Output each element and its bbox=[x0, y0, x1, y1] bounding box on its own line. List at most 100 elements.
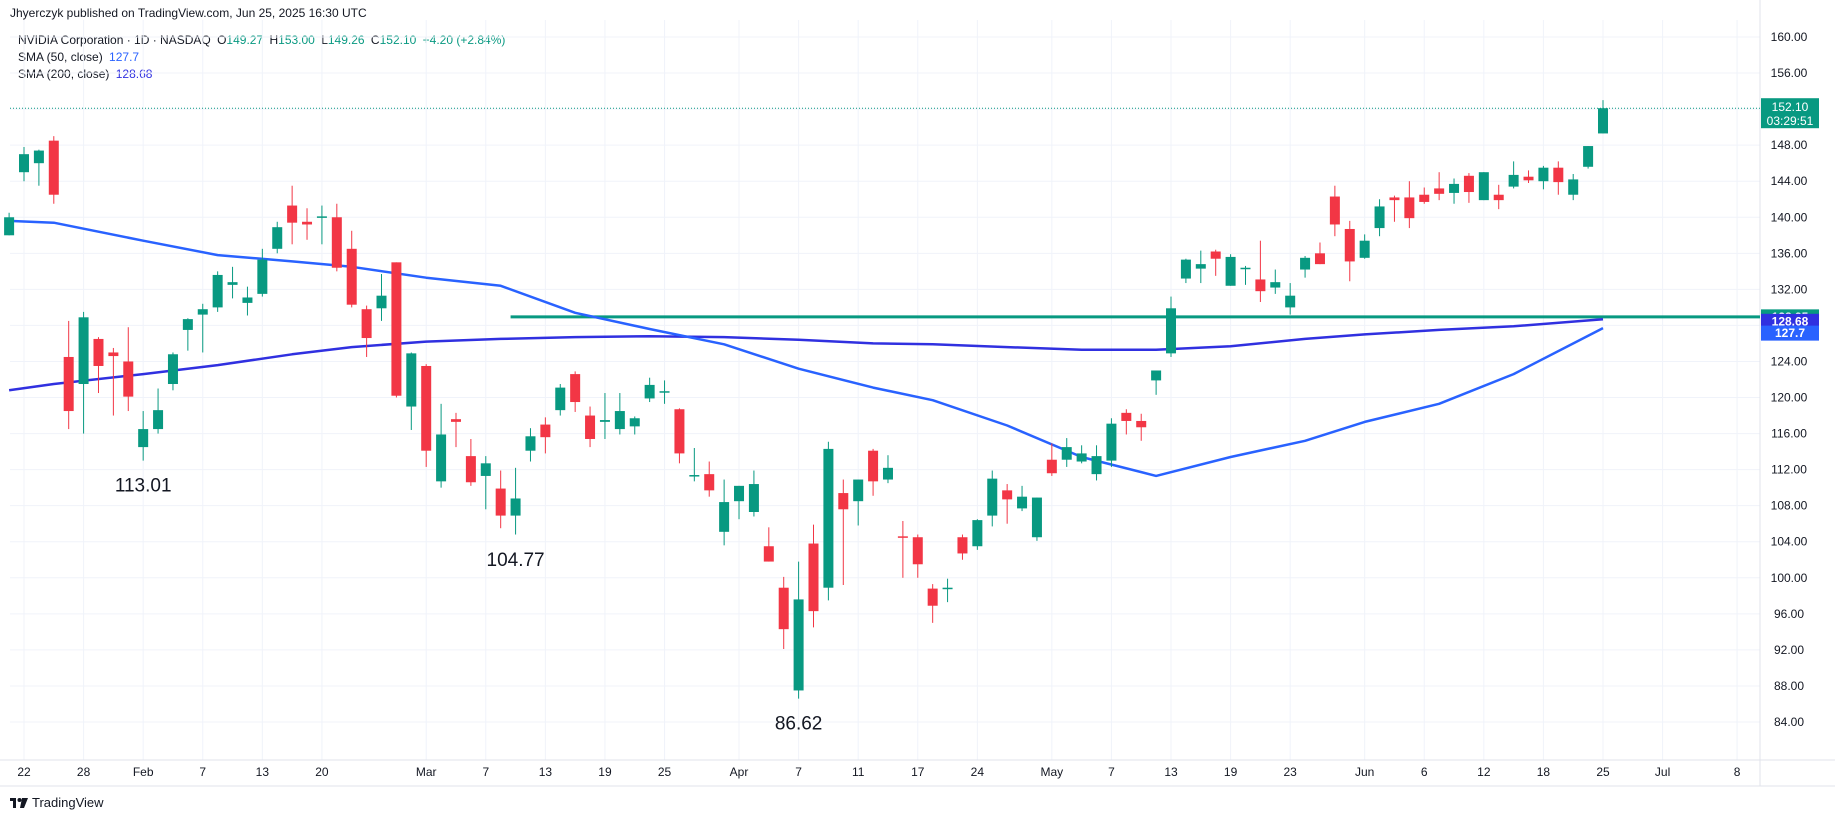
open-label: O bbox=[217, 33, 227, 47]
candle-body bbox=[48, 140, 59, 195]
low-label: L bbox=[321, 33, 328, 47]
publisher-line: Jhyerczyk published on TradingView.com, … bbox=[10, 6, 367, 20]
candle-body bbox=[406, 353, 417, 407]
candle-body bbox=[659, 391, 670, 393]
candle-body bbox=[719, 502, 730, 532]
candle-body bbox=[1225, 256, 1236, 286]
candle-body bbox=[942, 587, 953, 590]
candle-body bbox=[540, 424, 551, 438]
candle-body bbox=[808, 543, 819, 612]
x-tick-label: Feb bbox=[133, 765, 154, 779]
y-tick-label: 100.00 bbox=[1771, 571, 1808, 585]
y-tick-label: 92.00 bbox=[1774, 643, 1804, 657]
candle-body bbox=[1568, 179, 1579, 195]
candle-body bbox=[1374, 206, 1385, 229]
candle-body bbox=[1359, 240, 1370, 258]
y-tick-label: 140.00 bbox=[1771, 210, 1808, 224]
candle-body bbox=[1195, 264, 1206, 269]
candle-body bbox=[421, 365, 432, 451]
candle-body bbox=[778, 587, 789, 630]
candle-body bbox=[763, 546, 774, 562]
sma200-label: SMA (200, close) bbox=[18, 67, 110, 81]
x-tick-label: Jun bbox=[1355, 765, 1374, 779]
x-tick-label: 18 bbox=[1537, 765, 1551, 779]
candle-body bbox=[1493, 194, 1504, 201]
y-tick-label: 96.00 bbox=[1774, 607, 1804, 621]
sma200-badge-bg bbox=[1761, 313, 1819, 329]
candle-body bbox=[1046, 459, 1057, 474]
tradingview-brand[interactable]: TradingView bbox=[10, 795, 104, 810]
candle-body bbox=[1017, 496, 1028, 509]
x-tick-label: 23 bbox=[1283, 765, 1297, 779]
candle-body bbox=[331, 217, 342, 268]
candle-body bbox=[1329, 196, 1340, 225]
y-tick-label: 116.00 bbox=[1771, 427, 1807, 441]
candle-body bbox=[793, 599, 804, 691]
y-tick-label: 120.00 bbox=[1771, 391, 1808, 405]
candle-body bbox=[227, 282, 238, 285]
x-tick-label: 13 bbox=[1164, 765, 1178, 779]
y-tick-label: 112.00 bbox=[1771, 463, 1807, 477]
x-tick-label: 22 bbox=[17, 765, 31, 779]
y-tick-label: 160.00 bbox=[1771, 30, 1808, 44]
candle-body bbox=[1434, 188, 1445, 194]
candle-body bbox=[1404, 197, 1415, 219]
candle-body bbox=[1344, 228, 1355, 262]
candle-body bbox=[1091, 456, 1102, 475]
candle-body bbox=[734, 485, 745, 502]
candle-body bbox=[1002, 490, 1013, 500]
candle-body bbox=[272, 227, 283, 249]
sma50-badge-bg bbox=[1761, 325, 1819, 341]
brand-label: TradingView bbox=[32, 795, 104, 810]
candle-body bbox=[987, 478, 998, 516]
x-tick-label: 17 bbox=[911, 765, 925, 779]
candle-body bbox=[346, 248, 357, 305]
x-tick-label: 7 bbox=[795, 765, 802, 779]
candle-body bbox=[1106, 423, 1117, 461]
candle-body bbox=[704, 474, 715, 491]
x-tick-label: 19 bbox=[598, 765, 612, 779]
candle-body bbox=[123, 361, 134, 397]
candle-body bbox=[599, 420, 610, 422]
candle-body bbox=[1061, 447, 1072, 460]
sma200-badge: 128.68 bbox=[1772, 314, 1809, 328]
candle-body bbox=[376, 295, 387, 309]
candle-body bbox=[927, 588, 938, 606]
candle-body bbox=[4, 217, 15, 236]
candle-body bbox=[19, 154, 29, 173]
candle-body bbox=[391, 262, 402, 396]
candle-body bbox=[1285, 295, 1296, 308]
y-tick-label: 156.00 bbox=[1771, 66, 1808, 80]
candle-body bbox=[823, 448, 834, 588]
candle-body bbox=[316, 216, 327, 218]
candle-body bbox=[93, 338, 104, 366]
y-tick-label: 132.00 bbox=[1771, 282, 1808, 296]
candle-body bbox=[1031, 497, 1042, 538]
x-tick-label: 13 bbox=[539, 765, 553, 779]
x-tick-label: 7 bbox=[199, 765, 206, 779]
candle-body bbox=[63, 356, 74, 412]
candle-body bbox=[287, 205, 298, 223]
close-label: C bbox=[370, 33, 380, 47]
candle-body bbox=[480, 463, 491, 476]
candle-body bbox=[1210, 251, 1221, 259]
candle-body bbox=[1449, 183, 1460, 193]
x-tick-label: 7 bbox=[482, 765, 489, 779]
candle-body bbox=[1300, 257, 1311, 270]
x-tick-label: 28 bbox=[77, 765, 91, 779]
candle-body bbox=[242, 297, 253, 303]
candle-body bbox=[912, 537, 923, 565]
candle-body bbox=[644, 384, 655, 399]
candle-body bbox=[108, 352, 119, 357]
last-price-badge: 152.10 bbox=[1772, 100, 1809, 114]
sma50-label: SMA (50, close) bbox=[18, 50, 103, 64]
sma200-line bbox=[8, 318, 1604, 392]
candle-body bbox=[1270, 282, 1281, 288]
candle-body bbox=[1151, 370, 1162, 381]
candle-body bbox=[1121, 412, 1132, 421]
candle-body bbox=[674, 409, 685, 454]
price-annotation: 104.77 bbox=[487, 550, 545, 571]
last-price-badge-bg bbox=[1761, 98, 1819, 129]
sma50-legend[interactable]: SMA (50, close) 127.7 bbox=[18, 49, 142, 66]
